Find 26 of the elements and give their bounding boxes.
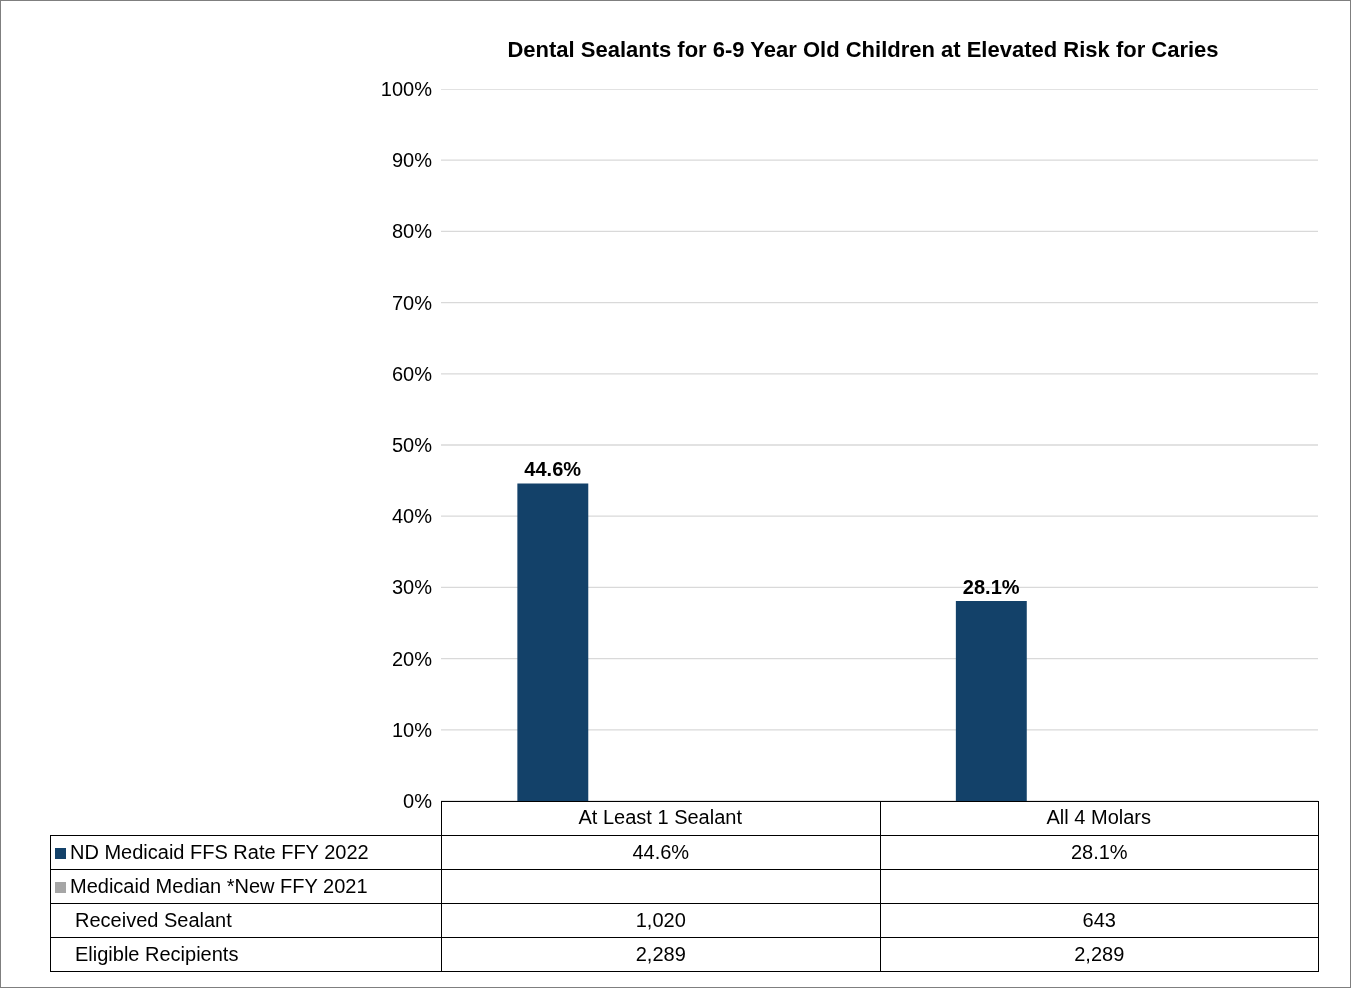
y-tick-label: 90%: [391, 149, 433, 172]
text: 2,289: [635, 943, 686, 965]
y-tick-label: 60%: [391, 362, 433, 385]
y-tick-label: 70%: [391, 291, 433, 314]
y-tick-label: 20%: [391, 647, 433, 670]
text: 1,020: [635, 909, 686, 931]
text: 643: [1082, 909, 1116, 931]
text: 28.1%: [962, 575, 1020, 598]
text: Received Sealant: [50, 903, 442, 938]
text: 44.6%: [524, 458, 582, 481]
y-tick-label: 0%: [403, 790, 433, 812]
y-tick-label: 80%: [391, 220, 433, 243]
x-tick-label: At Least 1 Sealant: [578, 806, 743, 828]
data-label: 28.1%: [880, 835, 1319, 870]
y-tick-label: 40%: [391, 505, 433, 528]
text: 2,289: [1074, 943, 1125, 965]
text: Eligible Recipients: [50, 937, 442, 972]
legend-label: Medicaid Median *New FFY 2021: [50, 869, 442, 904]
y-tick-label: 100%: [380, 78, 433, 100]
x-tick-label: All 4 Molars: [1046, 806, 1151, 828]
data-label: 44.6%: [441, 835, 880, 870]
y-tick-label: 50%: [391, 434, 433, 456]
y-tick-label: 30%: [391, 576, 433, 599]
legend-label: ND Medicaid FFS Rate FFY 2022: [50, 835, 442, 870]
chart-title: Dental Sealants for 6-9 Year Old Children at Elevated Risk for Caries: [507, 36, 1219, 62]
y-tick-label: 10%: [391, 718, 433, 741]
